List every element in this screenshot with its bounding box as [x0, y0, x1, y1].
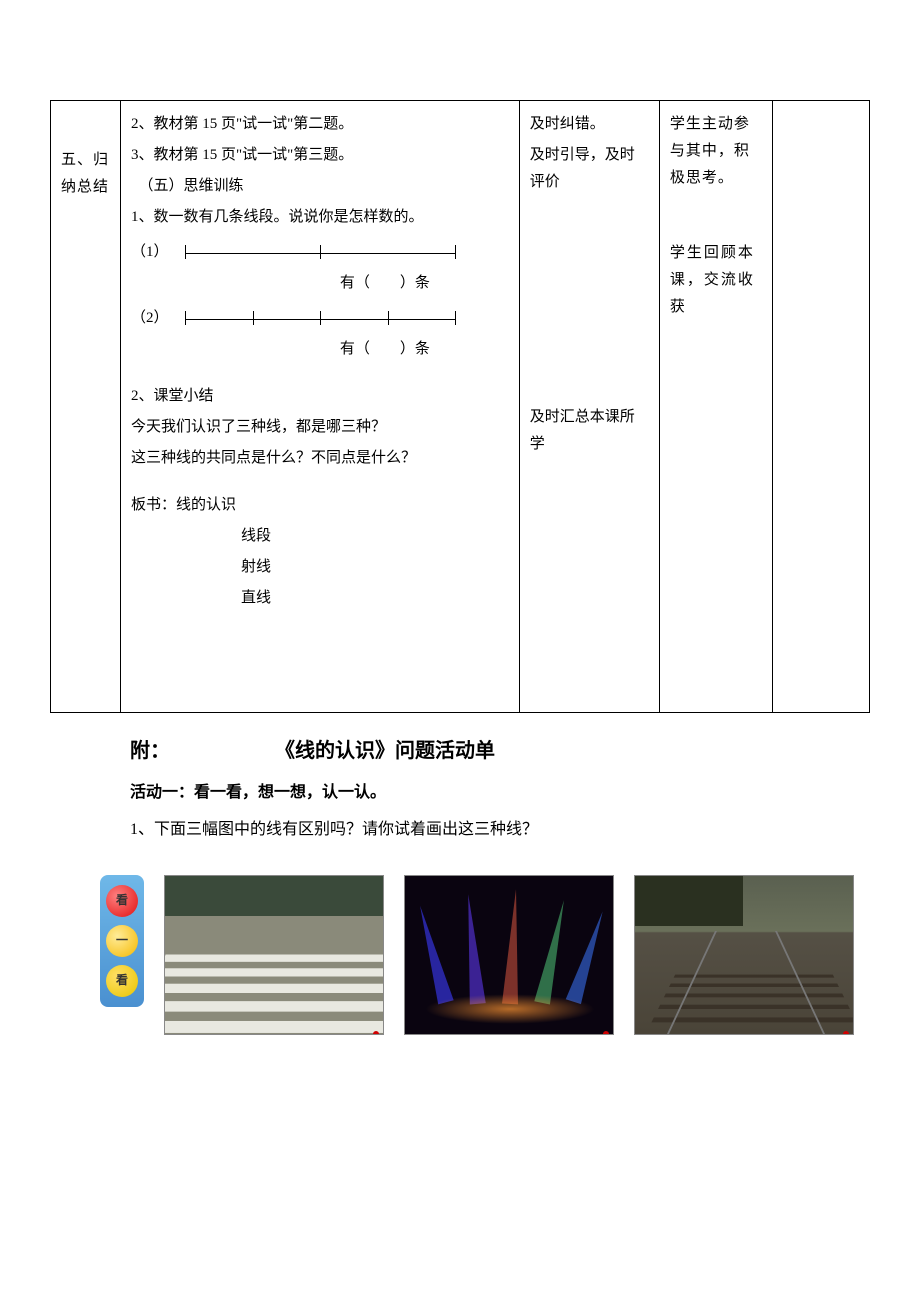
table-row: 五、归纳总结 2、教材第 15 页"试一试"第二题。 3、教材第 15 页"试一…	[51, 101, 870, 713]
crosswalk-stripes	[164, 948, 384, 1034]
lesson-table: 五、归纳总结 2、教材第 15 页"试一试"第二题。 3、教材第 15 页"试一…	[50, 100, 870, 713]
activity-heading: 活动一：看一看，想一想，认一认。	[130, 779, 870, 808]
exercise-label: （2）	[131, 305, 181, 332]
diagram-tick	[388, 311, 389, 325]
exercise-answer: 有（ ）条	[261, 336, 509, 363]
diagram-tick	[320, 311, 321, 325]
teacher-note: 及时纠错。	[530, 111, 649, 138]
look-icon-char: 看	[106, 885, 138, 917]
diagram-tick	[455, 245, 456, 259]
exercise-label: （1）	[131, 239, 181, 266]
red-dot-icon	[603, 1031, 609, 1035]
section-title: 五、归纳总结	[61, 147, 110, 201]
summary-q: 这三种线的共同点是什么？不同点是什么？	[131, 445, 509, 472]
student-note: 学生回顾本课，交流收获	[670, 240, 762, 321]
board-item: 直线	[241, 585, 509, 612]
content-cell: 2、教材第 15 页"试一试"第二题。 3、教材第 15 页"试一试"第三题。 …	[121, 101, 520, 713]
content-line: 1、数一数有几条线段。说说你是怎样数的。	[131, 204, 509, 231]
board-item: 射线	[241, 554, 509, 581]
diagram-tick	[320, 245, 321, 259]
summary-q: 今天我们认识了三种线，都是哪三种？	[131, 414, 509, 441]
spacer	[530, 200, 649, 400]
activity-question: 1、下面三幅图中的线有区别吗？请你试着画出这三种线？	[130, 816, 870, 845]
red-dot-icon	[843, 1031, 849, 1035]
exercise-2: （2）	[131, 305, 509, 332]
student-note: 学生主动参与其中，积极思考。	[670, 111, 762, 192]
spacer	[131, 616, 509, 706]
diagram-tick	[185, 311, 186, 325]
attachment-header: 附： 《线的认识》问题活动单	[130, 733, 870, 769]
look-icon-char: 一	[106, 925, 138, 957]
teacher-note: 及时引导，及时评价	[530, 142, 649, 196]
diagram-tick	[253, 311, 254, 325]
content-line: 3、教材第 15 页"试一试"第三题。	[131, 142, 509, 169]
attachment-title: 《线的认识》问题活动单	[275, 740, 495, 762]
image-railway	[634, 875, 854, 1035]
line-segment-diagram-2	[185, 305, 455, 327]
teacher-notes-cell: 及时纠错。 及时引导，及时评价 及时汇总本课所学	[519, 101, 659, 713]
student-notes-cell: 学生主动参与其中，积极思考。 学生回顾本课，交流收获	[659, 101, 772, 713]
teacher-note: 及时汇总本课所学	[530, 404, 649, 458]
empty-cell	[772, 101, 869, 713]
line-segment-diagram-1	[185, 239, 455, 261]
image-lightbeams	[404, 875, 614, 1035]
board-item: 线段	[241, 523, 509, 550]
exercise-answer: 有（ ）条	[261, 270, 509, 297]
attachment-prefix: 附：	[130, 740, 170, 762]
spacer	[670, 196, 762, 236]
image-crosswalk	[164, 875, 384, 1035]
image-row: 看 一 看	[100, 875, 870, 1035]
diagram-tick	[455, 311, 456, 325]
summary-title: 2、课堂小结	[131, 383, 509, 410]
diagram-tick	[185, 245, 186, 259]
content-line: 2、教材第 15 页"试一试"第二题。	[131, 111, 509, 138]
board-title: 板书：线的认识	[131, 492, 509, 519]
look-icon: 看 一 看	[100, 875, 144, 1007]
section-cell: 五、归纳总结	[51, 101, 121, 713]
red-dot-icon	[373, 1031, 379, 1035]
look-icon-char: 看	[106, 965, 138, 997]
content-line: （五）思维训练	[131, 173, 509, 200]
exercise-1: （1）	[131, 239, 509, 266]
